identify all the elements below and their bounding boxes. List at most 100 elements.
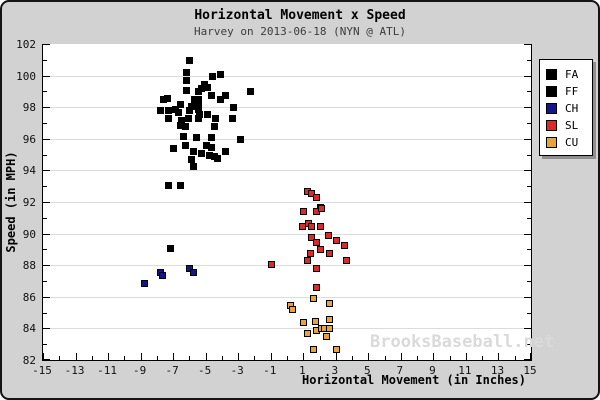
data-point-sl [332,236,340,244]
data-point-ff [189,162,197,170]
y-axis-tick [527,186,531,188]
data-point-ff [214,154,222,162]
x-axis-tick [417,356,419,360]
data-point-sl [340,241,348,249]
data-point-ff [176,101,184,109]
data-point-ff [204,110,212,118]
data-point-cu [310,345,318,353]
x-tick-label: -5 [198,364,212,377]
legend-swatch [546,86,557,97]
x-axis-tick [319,356,321,360]
x-axis-tick [465,353,467,360]
y-axis-tick [43,233,50,235]
y-axis-tick [43,138,50,140]
data-point-ff [236,135,244,143]
data-point-sl [324,232,332,240]
y-axis-tick [524,75,531,77]
legend-item-fa: FA [540,66,592,83]
x-axis-tick [173,353,175,360]
y-tick-label: 98 [22,101,36,115]
x-tick-label: 5 [364,364,371,377]
x-axis-tick [140,353,142,360]
x-axis-tick [205,353,207,360]
y-tick-label: 84 [22,322,36,336]
x-tick-label: -3 [230,364,244,377]
gridline [43,138,531,140]
data-point-ff [160,96,168,104]
y-axis-tick [527,312,531,314]
data-point-cu [303,330,311,338]
x-tick-label: -13 [64,364,85,377]
y-axis-tick [43,59,47,61]
y-axis-tick [527,91,531,93]
data-point-ff [165,181,173,189]
x-tick-label: -15 [32,364,52,377]
data-point-cu [310,295,318,303]
data-point-ff [179,132,187,140]
y-tick-label: 102 [16,38,36,51]
chart-title: Horizontal Movement x Speed [194,8,406,23]
data-point-sl [300,208,308,216]
y-axis-tick [524,265,531,267]
y-axis-tick [43,217,47,219]
y-axis-tick [43,265,50,267]
y-axis-tick [43,312,47,314]
data-point-sl [326,249,334,257]
y-axis-tick [524,107,531,109]
x-tick-label: 7 [396,364,404,377]
data-point-ff [183,69,191,77]
y-axis-tick [43,281,47,282]
data-point-sl [342,257,350,265]
x-axis-tick [59,356,61,360]
data-point-sl [306,249,314,257]
gridline [43,233,531,235]
legend-label: CH [565,102,579,115]
y-tick-label: 92 [22,196,36,209]
data-point-ff [181,123,189,131]
y-axis-tick [524,202,531,203]
data-point-cu [288,306,296,314]
x-axis-tick [108,353,110,360]
y-axis-tick [524,170,531,172]
x-tick-label: -9 [132,364,147,377]
y-axis-tick [524,44,531,45]
x-tick-label: 11 [458,364,472,377]
data-point-ff [197,150,205,158]
x-axis-tick [514,356,516,360]
legend-item-cu: CU [540,134,592,151]
data-point-ff [165,115,173,123]
x-axis-tick [303,353,305,360]
x-tick-label: -1 [263,364,277,377]
data-point-cu [311,317,319,325]
data-point-ff [184,115,192,123]
legend-label: FA [565,68,579,81]
x-tick-label: -7 [165,364,179,377]
x-axis-tick [384,356,386,360]
y-axis-tick [43,359,50,360]
data-point-sl [298,222,306,230]
data-point-sl [267,260,275,268]
legend-swatch [546,103,557,114]
y-axis-tick [43,344,47,346]
data-point-cu [326,325,334,333]
data-point-ff [210,123,218,131]
x-axis-label: Horizontal Movement (in Inches) [302,373,526,387]
data-point-ff [207,143,215,151]
y-axis-tick [43,186,47,188]
data-point-ff [222,91,230,99]
data-point-sl [313,284,321,292]
legend-swatch [546,137,557,148]
y-axis-tick [43,170,50,172]
legend-swatch [546,120,557,131]
data-point-ch [189,268,197,276]
data-point-sl [318,205,326,213]
y-axis-tick [524,328,531,330]
x-axis-tick [254,356,256,360]
data-point-ff [217,71,225,79]
x-axis-tick [400,353,402,360]
data-point-ff [230,104,238,112]
gridline [43,170,531,172]
data-point-ff [194,115,202,123]
data-point-ff [186,56,194,64]
legend-swatch [546,69,557,80]
